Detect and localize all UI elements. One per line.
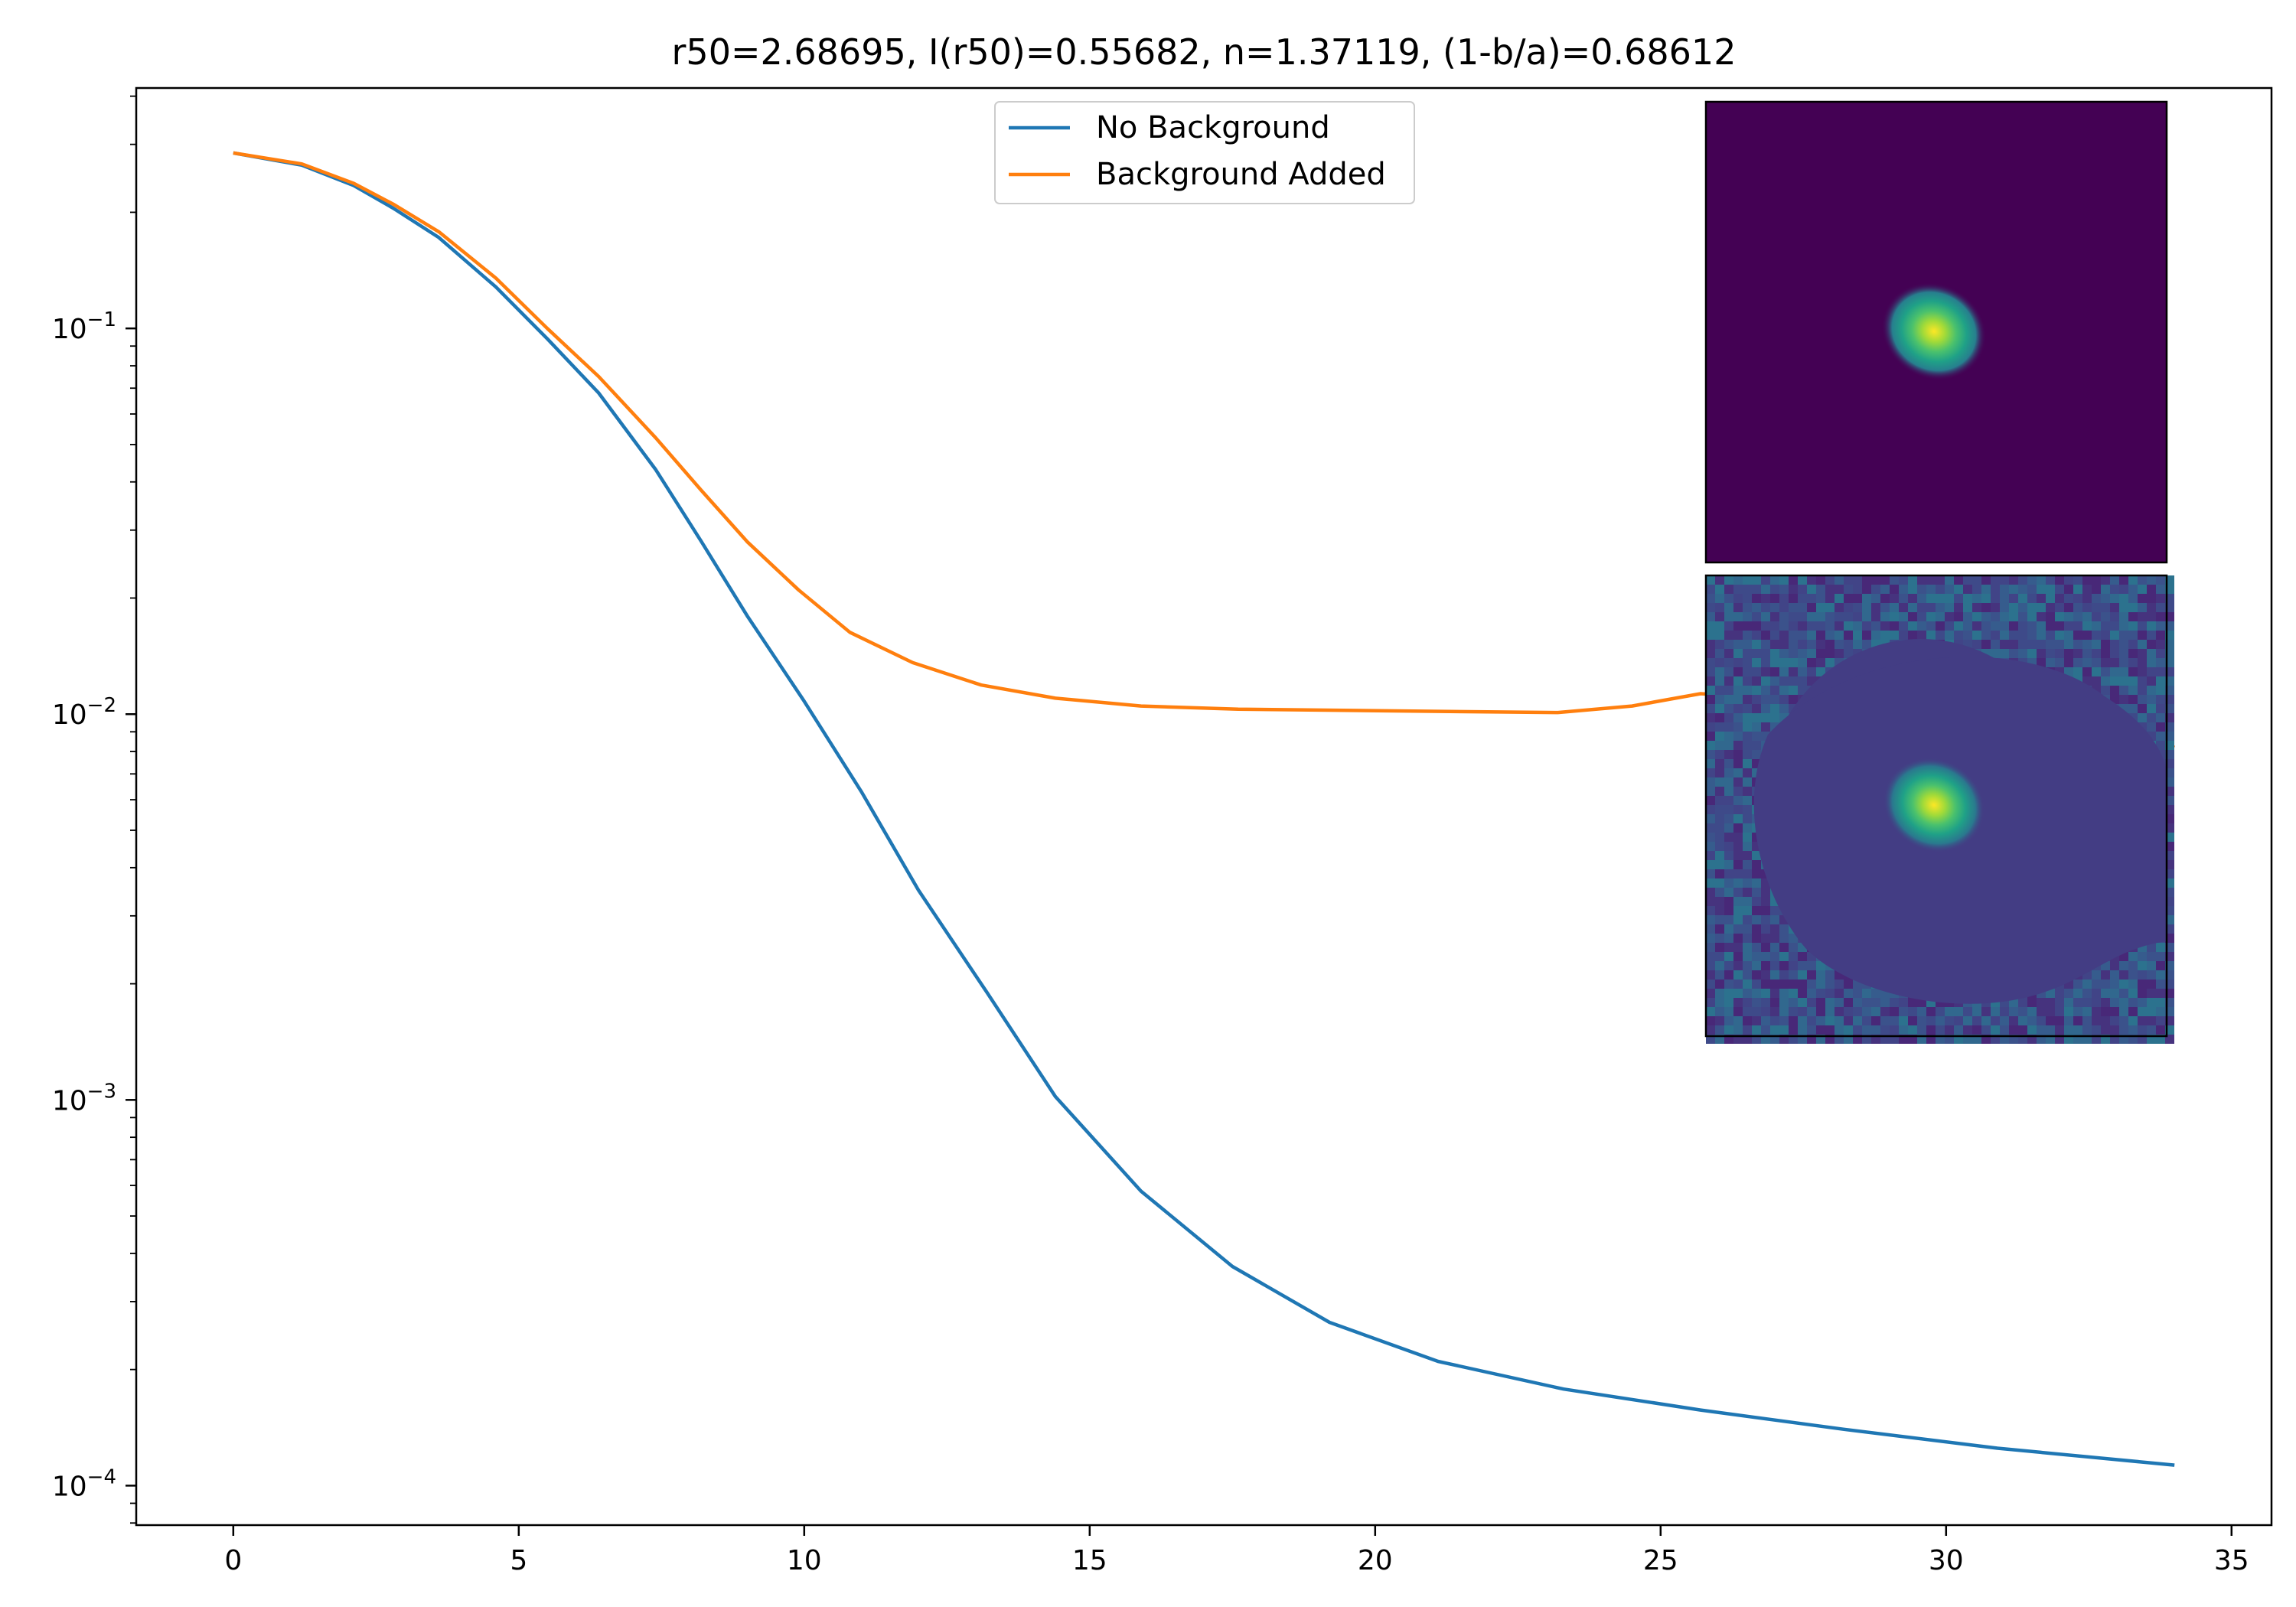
y-tick-label: 10−1	[52, 308, 116, 345]
series-layer	[233, 151, 2175, 1467]
x-axis: 0 5 10 15 20 25 30 35	[224, 1525, 2249, 1576]
model-galaxy-image	[1704, 100, 2168, 564]
y-tick-label: 10−2	[52, 694, 116, 731]
series-line-no-background	[233, 151, 2175, 1467]
x-tick-label: 30	[1929, 1545, 1964, 1576]
x-tick-label: 25	[1643, 1545, 1678, 1576]
x-tick-label: 10	[787, 1545, 822, 1576]
y-axis: 10−1 10−2 10−3 10−4	[52, 95, 136, 1524]
legend: No Background Background Added	[994, 101, 1415, 204]
y-tick-label: 10−3	[52, 1080, 116, 1116]
legend-box	[994, 101, 1415, 204]
background-galaxy-image	[1704, 574, 2174, 1044]
legend-label-no-background: No Background	[1096, 110, 1330, 145]
series-line-background-added	[233, 151, 2175, 749]
chart-title: r50=2.68695, I(r50)=0.55682, n=1.37119, …	[672, 31, 1737, 73]
legend-label-background-added: Background Added	[1096, 157, 1386, 192]
y-tick-label: 10−4	[52, 1465, 116, 1502]
x-tick-label: 5	[510, 1545, 527, 1576]
x-tick-label: 15	[1072, 1545, 1107, 1576]
x-tick-label: 35	[2214, 1545, 2249, 1576]
x-tick-label: 0	[224, 1545, 242, 1576]
x-tick-label: 20	[1358, 1545, 1393, 1576]
